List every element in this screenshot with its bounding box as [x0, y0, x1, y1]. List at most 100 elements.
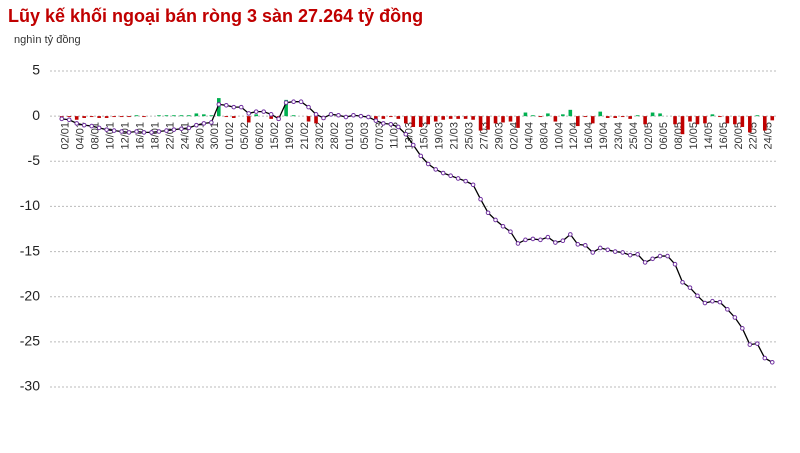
bar	[583, 116, 588, 118]
line-marker	[231, 104, 237, 110]
bar	[418, 116, 423, 127]
chart-title: Lũy kế khối ngoại bán ròng 3 sàn 27.264 …	[8, 6, 423, 26]
line-marker	[665, 253, 670, 259]
bar	[613, 116, 617, 118]
bar	[620, 116, 625, 118]
line-marker	[732, 315, 738, 320]
bar	[231, 116, 236, 118]
bar	[650, 112, 655, 117]
bar	[590, 116, 595, 124]
x-tick-label: 10/05	[688, 122, 700, 150]
bar	[142, 116, 146, 118]
line-marker	[59, 116, 65, 122]
bar	[718, 116, 722, 118]
bar	[426, 116, 431, 125]
y-tick-label: -10	[20, 197, 40, 213]
bar	[703, 116, 707, 124]
bar	[688, 116, 692, 122]
line-marker	[238, 104, 244, 110]
x-tick-label: 02/04	[508, 122, 520, 150]
line-marker	[485, 210, 491, 216]
bar	[187, 115, 191, 117]
line-marker	[553, 240, 558, 245]
bar	[748, 116, 752, 133]
x-tick-label: 19/02	[284, 122, 296, 150]
bar	[448, 116, 453, 119]
bar	[576, 116, 580, 127]
line-marker	[336, 112, 341, 118]
line-marker	[306, 104, 311, 110]
y-tick-label: -20	[20, 287, 40, 303]
line-marker	[388, 121, 394, 127]
bar	[74, 116, 79, 120]
x-tick-label: 05/03	[359, 122, 371, 150]
bar	[478, 116, 483, 131]
x-tick-label: 16/04	[583, 122, 595, 150]
x-tick-label: 28/02	[329, 122, 341, 150]
line-marker	[223, 103, 229, 108]
chart-subtitle: nghìn tỷ đồng	[14, 34, 81, 46]
bar	[680, 116, 685, 135]
bar	[531, 115, 535, 117]
x-tick-label: 02/01	[60, 122, 72, 150]
line-marker	[313, 112, 319, 117]
line-marker	[710, 298, 715, 304]
bar	[179, 115, 184, 117]
bar	[82, 116, 86, 118]
y-tick-label: 5	[32, 62, 40, 78]
line-marker	[560, 238, 566, 244]
line-marker	[276, 116, 281, 122]
bar	[389, 116, 393, 118]
line-marker	[702, 300, 708, 306]
line-marker	[425, 161, 431, 167]
line-marker	[448, 173, 453, 179]
bar	[441, 116, 445, 120]
line-marker	[545, 234, 551, 240]
x-tick-label: 15/03	[419, 122, 431, 150]
line-marker	[478, 196, 483, 202]
bar	[269, 116, 273, 119]
bar	[411, 116, 416, 127]
line-marker	[627, 252, 633, 258]
y-tick-label: 0	[32, 107, 40, 123]
line-marker	[530, 236, 536, 242]
line-marker	[134, 129, 139, 134]
line-marker	[126, 130, 132, 135]
line-marker	[149, 130, 154, 135]
bar	[104, 116, 109, 118]
y-tick-label: -5	[28, 152, 41, 168]
bar	[568, 109, 573, 117]
x-tick-label: 10/01	[105, 122, 117, 150]
line-marker	[291, 99, 296, 104]
x-tick-label: 16/01	[134, 122, 146, 150]
bar	[561, 114, 565, 117]
bar	[501, 116, 505, 123]
line-marker	[538, 237, 543, 243]
line-marker	[66, 117, 72, 123]
line-marker	[141, 130, 147, 135]
line-marker	[440, 170, 446, 176]
x-tick-label: 25/04	[628, 122, 640, 150]
line-marker	[410, 142, 416, 148]
x-tick-label: 14/05	[703, 122, 715, 150]
bar	[284, 99, 288, 117]
bar	[673, 116, 677, 125]
line-marker	[650, 256, 655, 262]
bar	[112, 116, 116, 118]
bar	[217, 98, 221, 117]
x-tick-label: 21/02	[299, 122, 311, 150]
bar	[553, 116, 558, 122]
bar	[456, 116, 460, 119]
line-marker	[687, 285, 693, 290]
bar	[463, 116, 468, 119]
bar	[127, 116, 131, 118]
bar	[605, 116, 610, 118]
line-marker	[680, 279, 685, 285]
line-marker	[500, 223, 506, 229]
line-marker	[635, 251, 640, 257]
bar	[546, 113, 550, 117]
x-tick-label: 08/04	[538, 122, 550, 150]
line-marker	[328, 112, 334, 117]
x-tick-label: 07/03	[374, 122, 386, 150]
line-marker	[508, 229, 513, 235]
